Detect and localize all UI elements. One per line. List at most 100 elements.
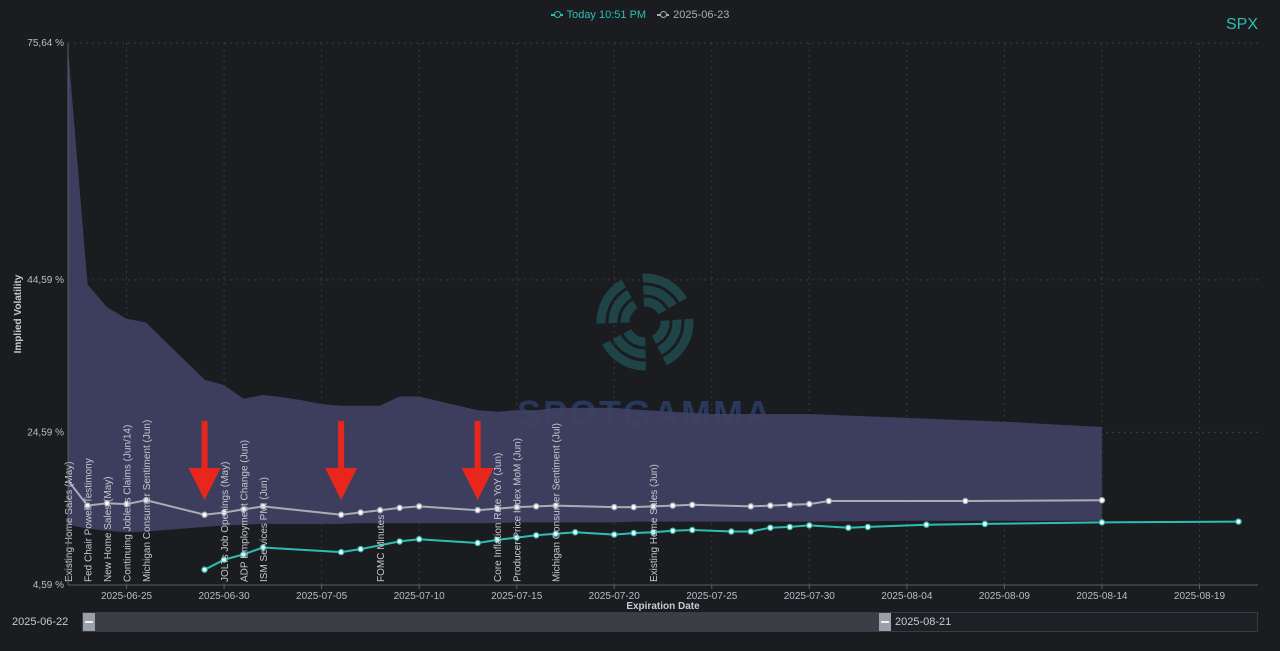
series-prev-point xyxy=(337,511,345,518)
zoom-start-label: 2025-06-22 xyxy=(12,616,69,628)
series-prev-point xyxy=(747,503,755,510)
series-today-point xyxy=(259,544,267,551)
series-prev-point xyxy=(357,509,364,516)
annotation-arrow-shaft xyxy=(338,421,345,473)
series-today-point xyxy=(728,528,735,535)
series-today-point xyxy=(571,529,579,536)
series-today-point xyxy=(630,529,637,537)
series-prev-point xyxy=(123,500,130,508)
event-label: ISM Services PMI (Jun) xyxy=(259,477,270,582)
x-tick-label: 2025-08-09 xyxy=(979,591,1031,602)
series-prev-point xyxy=(786,501,794,509)
event-label: ADP Employment Change (Jun) xyxy=(240,440,251,582)
y-axis-title: Implied Volatility xyxy=(13,274,24,353)
series-prev-point xyxy=(142,496,150,504)
series-today-point xyxy=(1098,519,1106,526)
x-tick-label: 2025-07-30 xyxy=(784,591,836,602)
series-today-line xyxy=(204,520,1239,571)
event-label: Producer Price Index MoM (Jun) xyxy=(513,438,524,582)
series-today-point xyxy=(357,545,364,553)
y-tick-label: 4,59 % xyxy=(33,580,64,591)
x-tick-label: 2025-08-19 xyxy=(1174,591,1226,602)
x-tick-label: 2025-07-25 xyxy=(686,591,738,602)
legend-item-today[interactable]: Today 10:51 PM xyxy=(550,9,647,21)
x-tick-label: 2025-08-04 xyxy=(881,591,933,602)
series-prev-point xyxy=(825,497,833,505)
series-today-point xyxy=(513,534,520,541)
zoom-slider[interactable]: 2025-08-21 xyxy=(82,612,1258,632)
axes: 4,59 % 24,59 % 44,59 % 75,64 % 2025-06-25 202… xyxy=(13,38,1258,612)
annotation-arrow-shaft xyxy=(474,421,481,473)
series-prev-point xyxy=(415,503,423,510)
event-label: Fed Chair Powell Testimony xyxy=(84,458,95,582)
series-prev-point xyxy=(84,502,91,509)
series-prev-point xyxy=(649,503,657,510)
series-today-point xyxy=(493,536,501,544)
series-today-point xyxy=(669,527,677,535)
legend-today-swatch xyxy=(550,11,563,18)
legend-today-label: Today 10:51 PM xyxy=(566,9,647,21)
series-today-point xyxy=(649,529,657,536)
series-prev-point xyxy=(513,503,520,511)
legend-item-prev[interactable]: 2025-06-23 xyxy=(657,9,729,21)
series-prev-point xyxy=(1098,496,1106,504)
series-prev-point xyxy=(220,509,228,516)
zoom-end-label: 2025-08-21 xyxy=(895,616,952,628)
series-today-point xyxy=(337,548,345,556)
x-tick-label: 2025-07-20 xyxy=(589,591,641,602)
x-tick-label: 2025-07-05 xyxy=(296,591,348,602)
series-today-point xyxy=(552,530,559,538)
series-prev-point xyxy=(767,502,774,509)
series-prev-point xyxy=(474,506,481,514)
y-tick-label: 44,59 % xyxy=(27,275,64,286)
series-prev-point xyxy=(610,503,618,511)
series-prev-point xyxy=(396,504,403,512)
x-tick-label: 2025-07-10 xyxy=(394,591,446,602)
series-prev-point xyxy=(259,503,267,510)
series-prev-point xyxy=(201,511,208,518)
event-label: Michigan Consumer Sentiment (Jul) xyxy=(552,423,563,582)
series-today-point xyxy=(767,524,774,531)
series-prev-point xyxy=(630,503,637,511)
series-today-point xyxy=(689,526,696,534)
series-today-point xyxy=(845,524,852,531)
series-prev-point xyxy=(493,505,501,512)
watermark-ring-0 xyxy=(596,273,694,371)
legend-prev-swatch xyxy=(657,11,670,18)
ticker-symbol: SPX xyxy=(1225,16,1258,33)
event-label: Michigan Consumer Sentiment (Jun) xyxy=(142,420,153,582)
event-label: Core Inflation Rate YoY (Jun) xyxy=(493,453,504,582)
x-tick-label: 2025-06-30 xyxy=(198,591,250,602)
series-today-point xyxy=(864,523,872,531)
legend-prev-label: 2025-06-23 xyxy=(673,9,730,21)
x-tick-label: 2025-06-25 xyxy=(101,591,153,602)
event-label: Existing Home Sales (Jun) xyxy=(649,464,660,582)
event-label: Continuing Jobless Claims (Jun/14) xyxy=(123,425,134,582)
series-today-point xyxy=(806,522,813,529)
series-today-point xyxy=(396,538,403,545)
series-today-point xyxy=(1235,518,1242,525)
series-prev-point xyxy=(552,502,559,509)
annotation-arrow-head xyxy=(325,468,358,500)
series-prev-point xyxy=(103,500,111,507)
series-today-point xyxy=(923,521,930,528)
series-today-point xyxy=(220,556,228,563)
watermark-ring-1 xyxy=(608,285,682,359)
y-tick-label: 75,64 % xyxy=(27,38,64,49)
series-prev-point xyxy=(806,500,813,508)
series-prev-point xyxy=(962,497,969,505)
zoom-selection[interactable] xyxy=(83,613,885,631)
annotation-arrow-head xyxy=(461,468,494,500)
zoom-handle-left[interactable] xyxy=(83,613,95,631)
event-label: JOLTs Job Openings (May) xyxy=(220,462,231,582)
iv-range-area xyxy=(68,47,1102,533)
x-axis-title: Expiration Date xyxy=(626,601,700,612)
event-labels: Existing Home Sales (May) Fed Chair Powel… xyxy=(64,420,660,582)
watermark-ring-2 xyxy=(620,297,670,347)
annotation-arrow-head xyxy=(188,468,221,500)
event-label: New Home Sales (May) xyxy=(103,476,114,582)
event-label: Existing Home Sales (May) xyxy=(64,461,75,582)
series-prev-point xyxy=(669,502,677,509)
zoom-handle-right[interactable] xyxy=(879,613,891,631)
